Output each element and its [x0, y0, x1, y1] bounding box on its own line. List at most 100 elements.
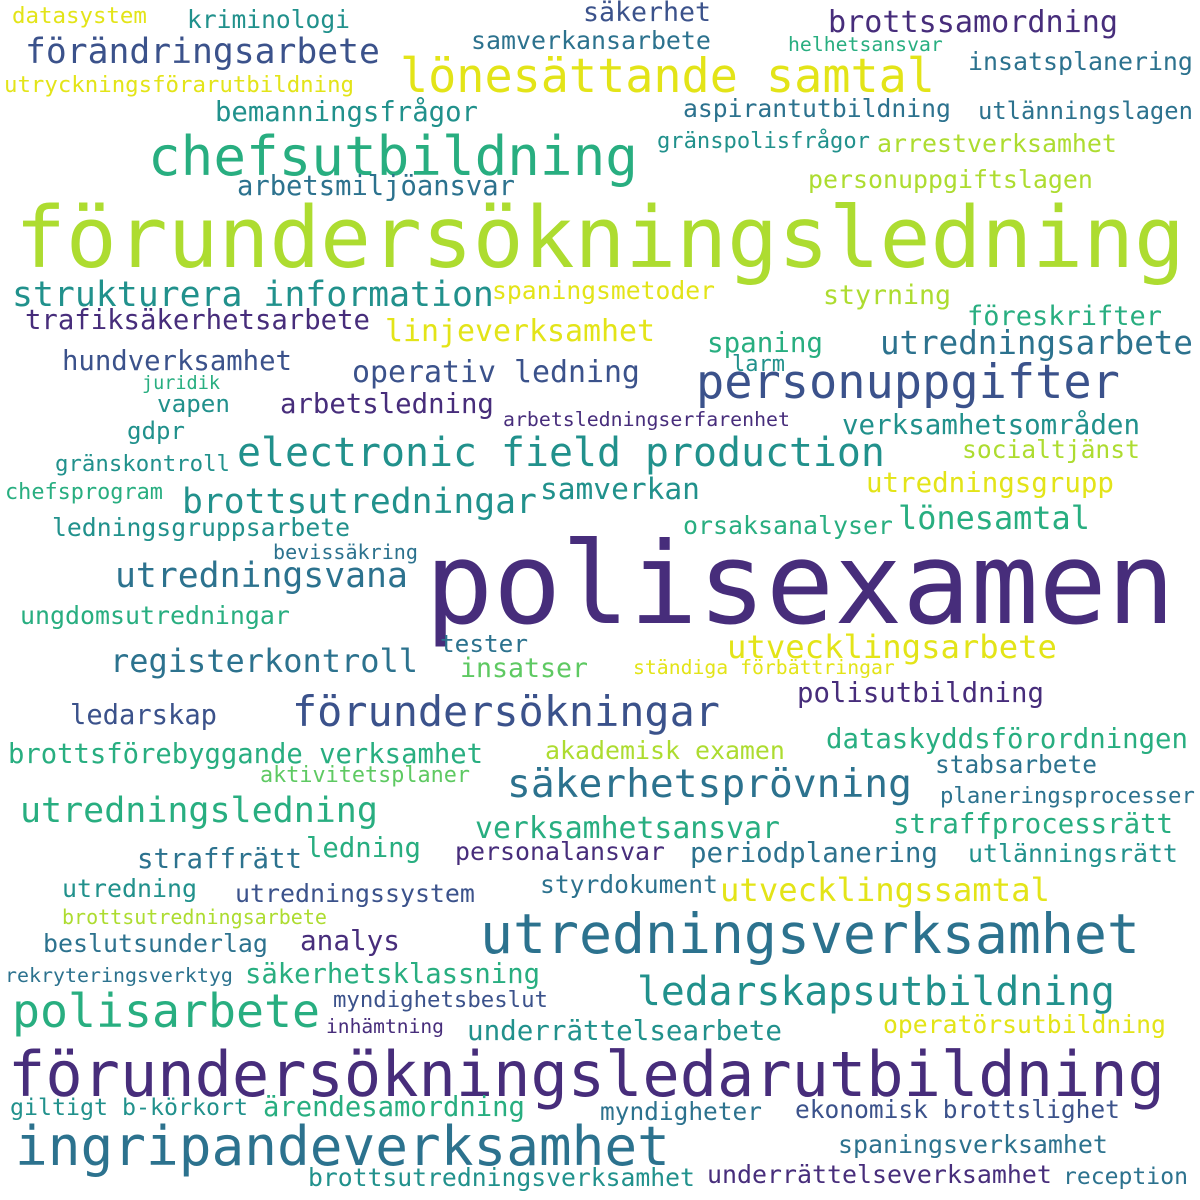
- word-hundverksamhet: hundverksamhet: [62, 346, 292, 377]
- word-ledarskapsutbildning: ledarskapsutbildning: [637, 969, 1115, 1016]
- word-personalansvar: personalansvar: [455, 837, 665, 867]
- word-straffratt: straffrätt: [137, 843, 302, 875]
- word-insatser: insatser: [460, 653, 589, 685]
- word-granspolisfragor: gränspolisfrågor: [657, 127, 870, 154]
- word-chefsprogram: chefsprogram: [5, 480, 163, 505]
- word-utlanningslagen: utlänningslagen: [978, 96, 1193, 125]
- word-datasystem: datasystem: [12, 2, 147, 29]
- word-sakerhetsprovning: säkerhetsprövning: [507, 761, 912, 808]
- word-personuppgiftslagen: personuppgiftslagen: [808, 165, 1093, 195]
- word-vapen: vapen: [157, 388, 230, 418]
- word-underrattelseverksamhet: underrättelseverksamhet: [707, 1160, 1052, 1190]
- word-beslutsunderlag: beslutsunderlag: [43, 929, 268, 959]
- word-lonesattande-samtal: lönesättande samtal: [400, 50, 935, 105]
- word-brottsutredningsarbete: brottsutredningsarbete: [62, 905, 327, 929]
- word-reception: reception: [1063, 1164, 1188, 1191]
- word-kriminologi: kriminologi: [187, 4, 350, 34]
- word-bevissakring: bevissäkring: [273, 540, 418, 564]
- word-aspirantutbildning: aspirantutbildning: [683, 94, 951, 124]
- word-aktivitetsplaner: aktivitetsplaner: [260, 763, 470, 788]
- word-insatsplanering: insatsplanering: [968, 47, 1193, 77]
- word-granskontroll: gränskontroll: [55, 450, 230, 477]
- word-polisutbildning: polisutbildning: [797, 678, 1044, 709]
- word-forundersokningsledning: förundersökningsledning: [15, 188, 1185, 287]
- word-spaningsverksamhet: spaningsverksamhet: [838, 1130, 1108, 1160]
- word-ledning: ledning: [306, 833, 421, 864]
- word-arbetsmiljoansvar: arbetsmiljöansvar: [237, 171, 515, 203]
- word-periodplanering: periodplanering: [690, 837, 938, 869]
- word-strukturera-information: strukturera information: [12, 274, 494, 315]
- word-larm: larm: [732, 351, 785, 377]
- word-brottsforebyggande-verksamhet: brottsförebyggande verksamhet: [8, 739, 483, 770]
- word-ingripandeverksamhet: ingripandeverksamhet: [15, 1115, 670, 1179]
- word-utlanningsratt: utlänningsrätt: [968, 839, 1178, 869]
- word-forandringsarbete: förändringsarbete: [25, 31, 380, 72]
- word-arbetsledning: arbetsledning: [280, 389, 494, 420]
- word-utredningsgrupp: utredningsgrupp: [866, 467, 1114, 499]
- word-juridik: juridik: [142, 372, 220, 394]
- word-lonesamtal: lönesamtal: [898, 498, 1090, 537]
- word-utvecklingsarbete: utvecklingsarbete: [727, 628, 1057, 667]
- word-electronic-field-production: electronic field production: [237, 430, 885, 477]
- word-akademisk-examen: akademisk examen: [545, 736, 785, 766]
- word-underrattelsearbete: underrättelsearbete: [467, 1014, 782, 1047]
- word-verksamhetsansvar: verksamhetsansvar: [475, 810, 780, 846]
- word-personuppgifter: personuppgifter: [696, 355, 1120, 411]
- word-analys: analys: [300, 923, 400, 957]
- word-utvecklingssamtal: utvecklingssamtal: [720, 871, 1050, 910]
- word-ekonomisk-brottslighet: ekonomisk brottslighet: [795, 1094, 1120, 1124]
- word-socialtjanst: socialtjänst: [962, 435, 1140, 465]
- word-styrning: styrning: [823, 280, 952, 312]
- word-straffprocessratt: straffprocessrätt: [893, 809, 1174, 840]
- word-ledningsgruppsarbete: ledningsgruppsarbete: [52, 513, 351, 543]
- word-spaningsmetoder: spaningsmetoder: [492, 276, 715, 306]
- word-myndigheter: myndigheter: [600, 1096, 762, 1126]
- word-operatorsutbildning: operatörsutbildning: [883, 1010, 1166, 1040]
- word-rekryteringsverktyg: rekryteringsverktyg: [5, 964, 233, 987]
- word-standiga-forbattringar: ständiga förbättringar: [633, 656, 895, 680]
- word-giltigt-b-korkort: giltigt b-körkort: [10, 1094, 248, 1122]
- word-bemanningsfragor: bemanningsfrågor: [215, 97, 478, 128]
- word-linjeverksamhet: linjeverksamhet: [385, 313, 655, 349]
- word-stabsarbete: stabsarbete: [935, 749, 1097, 779]
- word-arbetsledningserfarenhet: arbetsledningserfarenhet: [503, 408, 790, 432]
- word-samverkan: samverkan: [540, 471, 700, 506]
- word-forundersokningsledarutbildning: förundersökningsledarutbildning: [8, 1037, 1165, 1111]
- word-utredning: utredning: [62, 874, 197, 904]
- word-forundersokningar: förundersökningar: [292, 687, 720, 736]
- word-spaning: spaning: [707, 326, 823, 359]
- word-inhamtning: inhämtning: [326, 1015, 444, 1039]
- word-styrdokument: styrdokument: [540, 870, 718, 900]
- word-utredningsverksamhet: utredningsverksamhet: [480, 901, 1140, 966]
- word-helhetsansvar: helhetsansvar: [788, 33, 943, 57]
- word-chefsutbildning: chefsutbildning: [148, 125, 638, 189]
- word-polisexamen: polisexamen: [425, 517, 1176, 650]
- word-orsaksanalyser: orsaksanalyser: [683, 511, 893, 541]
- word-dataskyddsforordningen: dataskyddsförordningen: [826, 724, 1188, 755]
- word-arrestverksamhet: arrestverksamhet: [877, 129, 1117, 159]
- word-tester: tester: [440, 628, 528, 658]
- word-sakerhet: säkerhet: [583, 0, 712, 28]
- word-arendesamordning: ärendesamordning: [263, 1092, 525, 1123]
- word-brottsutredningsverksamhet: brottsutredningsverksamhet: [308, 1163, 695, 1193]
- word-samverkansarbete: samverkansarbete: [471, 26, 711, 56]
- word-utredningsledning: utredningsledning: [20, 790, 378, 831]
- word-operativ-ledning: operativ ledning: [352, 354, 640, 390]
- word-utredningsarbete: utredningsarbete: [880, 324, 1193, 363]
- word-utredningsvana: utredningsvana: [115, 555, 408, 596]
- word-brottssamordning: brottssamordning: [828, 5, 1119, 41]
- word-trafiksakerhetsarbete: trafiksäkerhetsarbete: [25, 305, 370, 336]
- word-polisarbete: polisarbete: [12, 984, 320, 1039]
- word-gdpr: gdpr: [127, 416, 185, 445]
- word-myndighetsbeslut: myndighetsbeslut: [333, 986, 548, 1013]
- word-utryckningsforarutbildning: utryckningsförarutbildning: [4, 71, 354, 98]
- word-utredningssystem: utredningssystem: [235, 879, 475, 909]
- word-registerkontroll: registerkontroll: [110, 642, 418, 681]
- word-brottsutredningar: brottsutredningar: [182, 481, 537, 522]
- word-ungdomsutredningar: ungdomsutredningar: [20, 601, 290, 631]
- word-ledarskap: ledarskap: [70, 700, 217, 732]
- word-foreskrifter: föreskrifter: [967, 301, 1162, 333]
- word-planeringsprocesser: planeringsprocesser: [940, 782, 1195, 809]
- word-sakerhetsklassning: säkerhetsklassning: [245, 959, 540, 990]
